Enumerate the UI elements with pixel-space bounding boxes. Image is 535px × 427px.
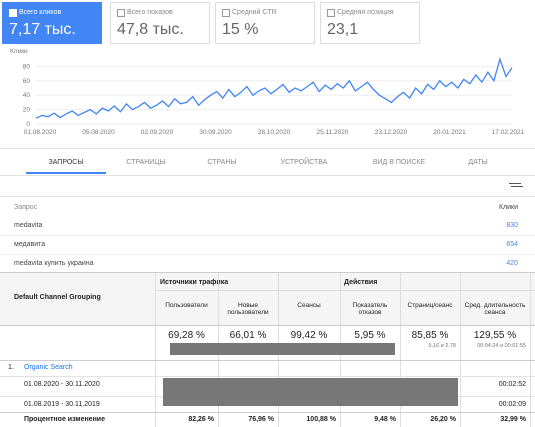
x-tick-label: 28.10.2020 xyxy=(258,129,291,136)
column-line xyxy=(530,273,531,427)
metric-label: Всего кликов xyxy=(19,9,62,16)
clicks: 830 xyxy=(506,222,518,229)
metric-value: 47,8 тыс. xyxy=(117,21,184,38)
x-tick-label: 05.08.2020 xyxy=(82,129,115,136)
divider xyxy=(0,235,535,236)
y-tick-label: 80 xyxy=(23,63,31,70)
summary: 5,95 % xyxy=(354,330,386,341)
divider xyxy=(0,376,535,377)
change: 82,26 % xyxy=(188,416,214,423)
column-header[interactable]: Клики xyxy=(498,204,518,211)
tab[interactable]: СТРАНЫ xyxy=(207,159,237,166)
change: 9,48 % xyxy=(374,416,396,423)
checkbox[interactable] xyxy=(117,9,125,17)
metric-card[interactable]: Всего кликов 7,17 тыс. xyxy=(2,2,102,44)
x-tick-label: 25.11.2020 xyxy=(316,129,348,136)
column-line xyxy=(460,273,461,427)
duration: 00:02:52 xyxy=(498,381,526,388)
column-line xyxy=(155,273,156,427)
divider xyxy=(0,412,535,413)
metric-value: 7,17 тыс. xyxy=(9,21,76,38)
column-header[interactable]: Сред. длительность сеанса xyxy=(464,302,526,316)
metric-label: Средняя позиция xyxy=(337,9,394,16)
period: 01.08.2019 - 30.11.2019 xyxy=(24,401,100,408)
clicks: 654 xyxy=(506,241,518,248)
metric-label: Средний CTR xyxy=(232,9,277,16)
checkbox[interactable] xyxy=(327,9,335,17)
change: 26,20 % xyxy=(430,416,456,423)
x-tick-label: 02.09.2020 xyxy=(141,129,174,136)
summary: 66,01 % xyxy=(229,330,267,341)
period: 01.08.2020 - 30.11.2020 xyxy=(24,381,100,388)
group-header: Действия xyxy=(344,279,378,286)
duration: 00:02:09 xyxy=(498,401,526,408)
column-header: Запрос xyxy=(14,204,38,211)
column-line xyxy=(400,273,401,427)
divider xyxy=(0,196,535,197)
column-header[interactable]: Показатель отказов xyxy=(352,302,388,316)
line xyxy=(35,57,513,119)
y-tick-label: 40 xyxy=(23,92,31,99)
metric-card[interactable]: Всего показов 47,8 тыс. xyxy=(110,2,210,44)
metric-value: 23,1 xyxy=(327,21,359,38)
y-tick-label: 60 xyxy=(23,78,31,85)
header-bg xyxy=(0,273,535,325)
column-header[interactable]: Новые пользователи xyxy=(227,302,269,316)
x-tick-label: 30.09.2020 xyxy=(199,129,232,136)
dimension-header: Default Channel Grouping xyxy=(14,294,101,301)
chart: Клики 0 20 40 60 80 01.08.2020 05.08.2020 02.09… xyxy=(10,48,525,136)
filter-icon[interactable] xyxy=(509,183,521,184)
checkbox[interactable] xyxy=(9,9,17,17)
tab[interactable]: ВИД В ПОИСКЕ xyxy=(372,159,426,166)
divider xyxy=(0,325,535,326)
summary-note: 5,16 и 2,78 xyxy=(428,343,456,349)
query[interactable]: медавита xyxy=(14,241,46,248)
divider xyxy=(155,290,535,291)
metric-card[interactable]: Средний CTR 15 % xyxy=(215,2,315,44)
tab[interactable]: ДАТЫ xyxy=(468,159,488,166)
summary: 129,55 % xyxy=(473,330,517,341)
column-header[interactable]: Сеансы xyxy=(297,302,321,309)
query[interactable]: medavita купить украина xyxy=(14,260,94,267)
redaction xyxy=(170,343,395,355)
divider xyxy=(0,175,535,176)
tab-indicator xyxy=(26,172,106,174)
tab[interactable]: УСТРОЙСТВА xyxy=(280,159,328,166)
y-axis-label: Клики xyxy=(10,48,28,55)
y-tick-label: 0 xyxy=(26,121,30,128)
checkbox[interactable] xyxy=(222,9,230,17)
tab[interactable]: СТРАНИЦЫ xyxy=(126,159,166,166)
summary-note: 00:04:24 и 00:01:55 xyxy=(477,343,526,349)
divider xyxy=(0,272,535,273)
metric-label: Всего показов xyxy=(127,9,173,16)
summary: 69,28 % xyxy=(168,330,205,341)
summary: 99,42 % xyxy=(290,330,328,341)
query[interactable]: medavita xyxy=(14,222,43,229)
column-header[interactable]: Пользователи xyxy=(165,302,208,309)
row-index: 1. xyxy=(8,364,14,371)
divider xyxy=(0,254,535,255)
x-tick-label: 17.02.2021 xyxy=(492,129,525,136)
column-header[interactable]: Страниц/сеанс xyxy=(407,302,453,309)
change: 100,88 % xyxy=(306,416,336,423)
x-tick-label: 20.01.2021 xyxy=(433,129,466,136)
redaction xyxy=(163,378,458,406)
clicks: 420 xyxy=(506,260,518,267)
divider xyxy=(0,148,535,149)
metric-card[interactable]: Средняя позиция 23,1 xyxy=(320,2,420,44)
summary: 85,85 % xyxy=(411,330,449,341)
change: 76,96 % xyxy=(248,416,274,423)
change: 32,99 % xyxy=(500,416,526,423)
change-label: Процентное изменение xyxy=(24,416,106,423)
metric-value: 15 % xyxy=(222,21,259,38)
tab[interactable]: ЗАПРОСЫ xyxy=(48,159,84,166)
row-name[interactable]: Organic Search xyxy=(24,364,73,371)
divider xyxy=(0,360,535,361)
y-tick-label: 20 xyxy=(23,107,31,114)
x-tick-label: 01.08.2020 xyxy=(24,129,57,136)
x-tick-label: 23.12.2020 xyxy=(375,129,408,136)
group-header: Источники трафика xyxy=(160,279,229,286)
